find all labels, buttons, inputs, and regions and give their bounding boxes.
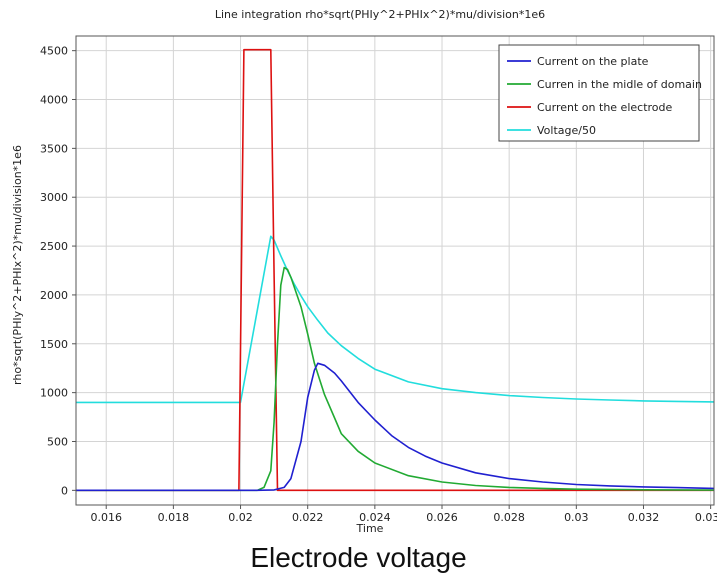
plot-series — [76, 48, 715, 492]
axis-ticks: 0.016 0.018 0.02 0.022 0.024 0.026 0.028 0.03 0.… — [40, 45, 717, 524]
y-tick-label: 2000 — [40, 289, 68, 302]
legend-entry: Current on the electrode — [537, 101, 673, 114]
x-axis-label: Time — [356, 522, 384, 535]
x-tick-label: 0.024 — [359, 511, 391, 524]
y-tick-label: 4500 — [40, 45, 68, 58]
legend-entry: Voltage/50 — [537, 124, 596, 137]
y-tick-label: 3500 — [40, 142, 68, 155]
x-tick-label: 0.018 — [158, 511, 190, 524]
figure-caption: Electrode voltage — [250, 542, 467, 573]
y-tick-label: 1000 — [40, 387, 68, 400]
x-tick-label: 0.034 — [695, 511, 717, 524]
x-tick-label: 0.026 — [426, 511, 458, 524]
x-tick-label: 0.03 — [564, 511, 589, 524]
y-tick-label: 0 — [61, 484, 68, 497]
series-line-plate — [76, 362, 715, 492]
x-tick-label: 0.028 — [493, 511, 525, 524]
x-tick-label: 0.02 — [228, 511, 253, 524]
legend-entry: Current on the plate — [537, 55, 649, 68]
series-line-middle — [76, 266, 715, 492]
x-tick-label: 0.022 — [292, 511, 324, 524]
plot-frame — [75, 35, 715, 506]
x-tick-label: 0.032 — [628, 511, 660, 524]
x-tick-label: 0.016 — [90, 511, 122, 524]
y-tick-label: 3000 — [40, 191, 68, 204]
chart-legend: Current on the plate Curren in the midle … — [498, 44, 702, 142]
legend-box — [498, 44, 700, 142]
y-axis-label: rho*sqrt(PHIy^2+PHIx^2)*mu/division*1e6 — [11, 145, 24, 385]
y-tick-label: 500 — [47, 435, 68, 448]
y-tick-label: 4000 — [40, 94, 68, 107]
y-tick-label: 2500 — [40, 240, 68, 253]
chart-title: Line integration rho*sqrt(PHIy^2+PHIx^2)… — [215, 8, 545, 21]
legend-entry: Curren in the midle of domain — [537, 78, 702, 91]
series-line-voltage — [76, 235, 715, 404]
y-tick-label: 1500 — [40, 338, 68, 351]
